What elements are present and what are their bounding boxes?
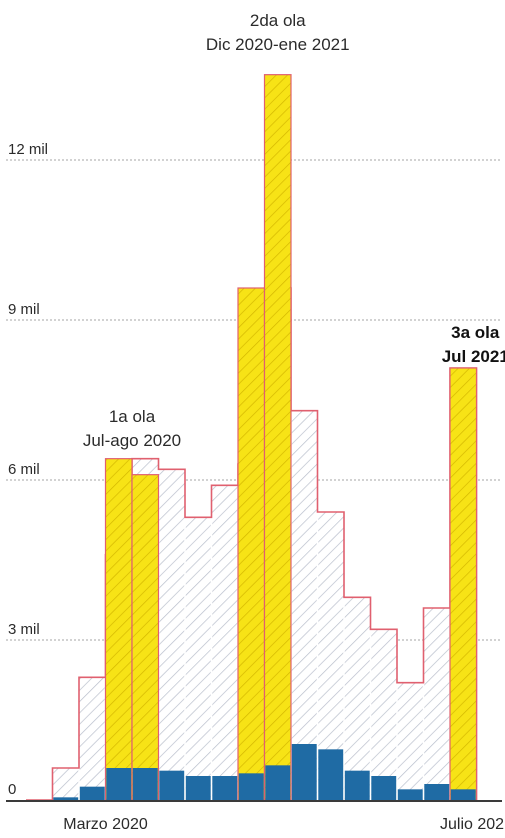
blue-bar: [371, 776, 397, 800]
blue-bar: [53, 797, 79, 800]
wave-bars: [104, 74, 478, 801]
wave-bar: [131, 474, 160, 801]
blue-bar: [159, 770, 185, 800]
annotation-line: Jul 2021: [442, 347, 505, 366]
blue-bar: [132, 768, 158, 800]
blue-bars: [53, 744, 476, 800]
blue-bar: [185, 776, 211, 800]
annotation-line: 3a ola: [451, 323, 500, 342]
wave-bar: [263, 74, 292, 801]
y-tick-label: 0: [8, 781, 16, 798]
label-layer: 0 3 mil 6 mil 9 mil 12 mil Marzo 2020 Julio 20…: [8, 11, 505, 833]
y-tick-label: 12 mil: [8, 141, 48, 158]
blue-bar: [450, 789, 476, 800]
blue-bar: [212, 776, 238, 800]
blue-bar: [238, 773, 264, 800]
y-tick-label: 9 mil: [8, 301, 40, 318]
blue-bar: [424, 784, 450, 800]
wave-bar: [449, 367, 478, 801]
blue-bar: [344, 770, 370, 800]
x-tick-label: Julio 2021: [440, 816, 505, 833]
wave-bar: [104, 458, 133, 801]
y-tick-label: 6 mil: [8, 461, 40, 478]
x-tick-label: Marzo 2020: [63, 816, 148, 833]
blue-bar: [318, 749, 344, 800]
annotation-line: 1a ola: [109, 407, 156, 426]
wave-bar: [237, 287, 266, 801]
blue-bar: [106, 768, 132, 800]
y-tick-label: 3 mil: [8, 621, 40, 638]
annotation-line: 2da ola: [250, 11, 306, 30]
blue-bar: [291, 744, 317, 800]
blue-bar: [265, 765, 291, 800]
blue-bar: [397, 789, 423, 800]
annotation-line: Dic 2020-ene 2021: [206, 35, 350, 54]
annotation-line: Jul-ago 2020: [83, 431, 181, 450]
blue-bar: [79, 786, 105, 800]
